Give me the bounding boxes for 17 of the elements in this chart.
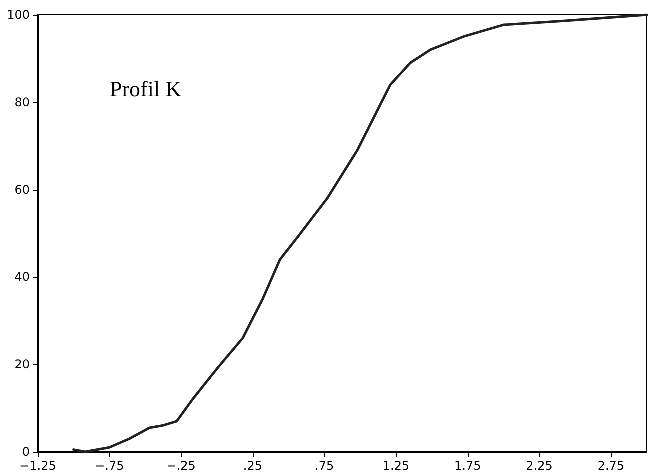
y-tick-label: 0 — [22, 445, 30, 459]
x-tick-label: −.75 — [95, 459, 124, 473]
y-tick-label: 60 — [14, 182, 30, 197]
y-tick-label: 40 — [14, 270, 30, 284]
x-tick-label: 1.75 — [454, 459, 482, 473]
y-tick-label: 20 — [14, 358, 30, 372]
x-tick-label: −.25 — [166, 459, 196, 473]
x-tick-label: .75 — [315, 459, 334, 473]
x-tick-label: 1.25 — [382, 459, 410, 473]
x-tick-label: 2.75 — [598, 459, 625, 473]
x-tick-label: −1.25 — [20, 459, 56, 473]
y-tick-label: 100 — [7, 8, 30, 22]
annotation: Profil K — [110, 76, 182, 102]
x-tick-label: 2.25 — [526, 459, 553, 473]
y-tick-label: 80 — [14, 95, 30, 110]
line-series — [72, 14, 648, 454]
x-tick-label: .25 — [243, 459, 262, 473]
